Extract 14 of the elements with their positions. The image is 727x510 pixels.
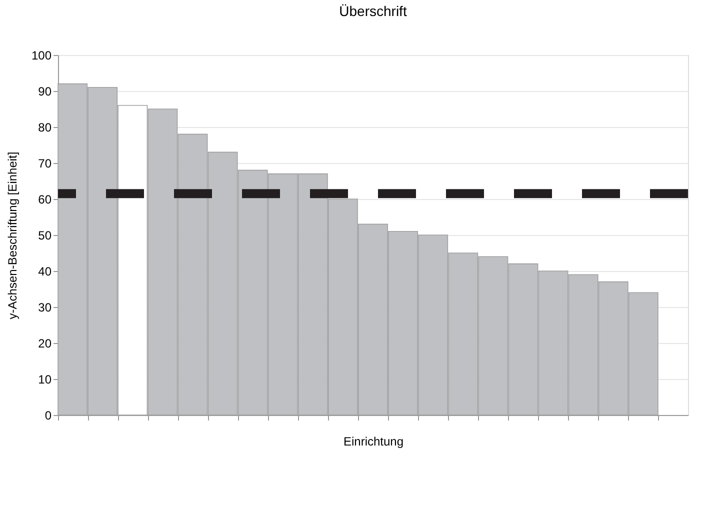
y-tick-label: 20 <box>38 336 52 350</box>
y-tick-label: 60 <box>38 192 52 206</box>
y-tick-label: 70 <box>38 156 52 170</box>
y-tick-label: 50 <box>38 228 52 242</box>
y-tick-label: 30 <box>38 300 52 314</box>
y-tick-label: 40 <box>38 264 52 278</box>
x-axis-title: Einrichtung <box>343 434 404 448</box>
y-tick-label: 100 <box>31 48 52 62</box>
y-axis-title: y-Achsen-Beschriftung [Einheit] <box>5 152 20 320</box>
y-tick-label: 90 <box>38 84 52 98</box>
y-tick-label: 80 <box>38 120 52 134</box>
y-tick-label: 0 <box>44 408 52 422</box>
chart-title: Überschrift <box>339 3 407 19</box>
y-tick-label: 10 <box>38 372 52 386</box>
